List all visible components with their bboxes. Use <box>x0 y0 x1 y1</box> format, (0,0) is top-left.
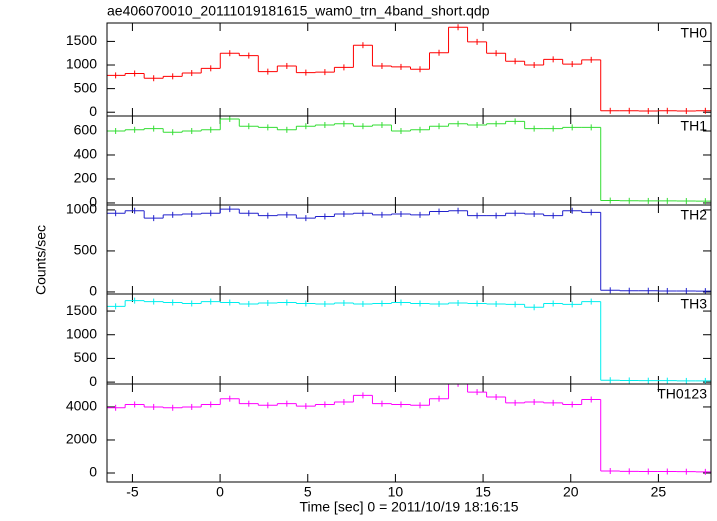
plot-area <box>107 206 711 294</box>
plot-area <box>107 116 711 205</box>
y-tick-label: 200 <box>74 170 98 186</box>
y-tick-label: 1500 <box>66 302 97 318</box>
series-label: TH0123 <box>657 386 707 402</box>
y-tick-label: 1000 <box>66 325 97 341</box>
y-tick-label: 400 <box>74 146 98 162</box>
y-tick-label: 1000 <box>66 56 97 72</box>
x-tick-label: 0 <box>216 484 224 500</box>
y-tick-label: 2000 <box>66 431 97 447</box>
plot-area <box>107 24 711 115</box>
panel-frame <box>106 293 712 385</box>
plot-area <box>107 297 711 384</box>
series-label: TH2 <box>681 207 708 223</box>
x-tick-label: 10 <box>388 484 404 500</box>
y-tick-label: 500 <box>74 242 98 258</box>
y-tick-label: 0 <box>89 194 97 210</box>
x-tick-label: 15 <box>475 484 491 500</box>
chart-title: ae406070010_20111019181615_wam0_trn_4ban… <box>107 3 490 19</box>
y-tick-label: 1500 <box>66 32 97 48</box>
panel-frame <box>106 115 712 206</box>
panel-frame <box>106 22 712 117</box>
series-label: TH0 <box>681 25 708 41</box>
y-tick-label: 500 <box>74 79 98 95</box>
y-tick-label: 0 <box>89 283 97 299</box>
y-tick-label: 0 <box>89 103 97 119</box>
x-tick-label: 5 <box>304 484 312 500</box>
series-label: TH3 <box>681 296 708 312</box>
y-tick-label: 600 <box>74 122 98 138</box>
y-axis-label: Counts/sec <box>33 225 49 295</box>
y-tick-label: 500 <box>74 349 98 365</box>
panel-frame <box>106 204 712 295</box>
plot-area <box>107 384 711 475</box>
series-label: TH1 <box>681 118 708 134</box>
y-tick-label: 1000 <box>66 201 97 217</box>
y-tick-label: 0 <box>89 373 97 389</box>
x-axis-label: Time [sec] 0 = 2011/10/19 18:16:15 <box>299 499 518 515</box>
x-tick-label: -5 <box>126 484 139 500</box>
panel-frame <box>106 383 712 483</box>
x-tick-label: 25 <box>651 484 667 500</box>
y-tick-label: 0 <box>89 464 97 480</box>
y-tick-label: 4000 <box>66 398 97 414</box>
x-tick-label: 20 <box>563 484 579 500</box>
